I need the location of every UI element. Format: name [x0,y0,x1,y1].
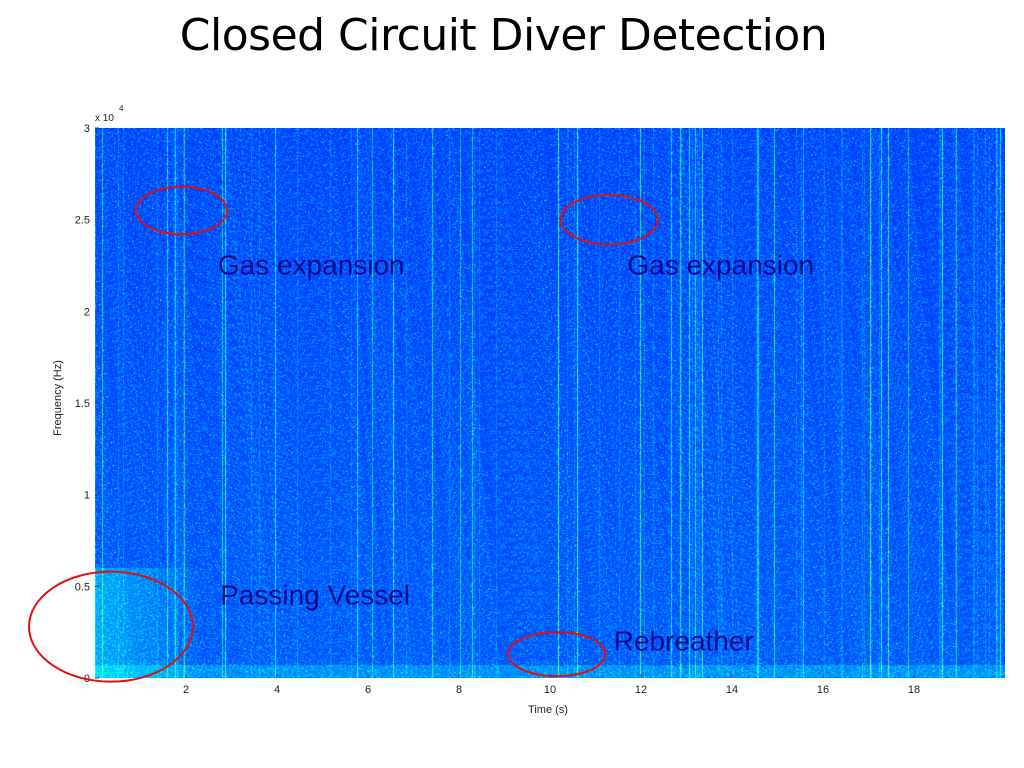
rebreather-circle [507,631,607,678]
gas-expansion-1-label: Gas expansion [218,250,405,281]
x-tick-label: 6 [365,684,371,696]
slide-title: Closed Circuit Diver Detection [179,10,828,61]
x-tick-label: 8 [456,684,462,696]
y-axis-exponent-power: 4 [119,104,124,113]
y-tick-label: 2.5 [75,215,90,227]
x-tick-label: 10 [544,684,556,696]
y-tick-label: 3 [84,123,90,135]
annotations: Gas expansion Gas expansion Passing Vessel… [28,185,814,683]
gas-expansion-1-circle [134,185,228,236]
passing-vessel-circle [28,570,194,683]
plot-area [95,128,1005,678]
y-axis-exponent-label: x 10 [95,113,114,124]
y-axis-label: Frequency (Hz) [52,360,64,436]
x-tick-label: 2 [183,684,189,696]
x-tick-label: 14 [726,684,738,696]
gas-expansion-2-circle [559,193,659,246]
y-tick-label: 0.5 [75,581,90,593]
rebreather-label: Rebreather [614,626,754,657]
x-tick-label: 12 [635,684,647,696]
y-tick-label: 1.5 [75,398,90,410]
x-tick-label: 16 [817,684,829,696]
x-axis-label: Time (s) [528,704,568,716]
gas-expansion-2-label: Gas expansion [627,250,814,281]
x-axis: 2 4 6 8 10 12 14 16 18 [183,674,920,696]
x-tick-label: 4 [274,684,280,696]
x-tick-label: 18 [908,684,920,696]
spectrogram-image [95,128,1005,678]
y-tick-label: 2 [84,306,90,318]
y-tick-label: 1 [84,490,90,502]
passing-vessel-label: Passing Vessel [220,580,410,611]
